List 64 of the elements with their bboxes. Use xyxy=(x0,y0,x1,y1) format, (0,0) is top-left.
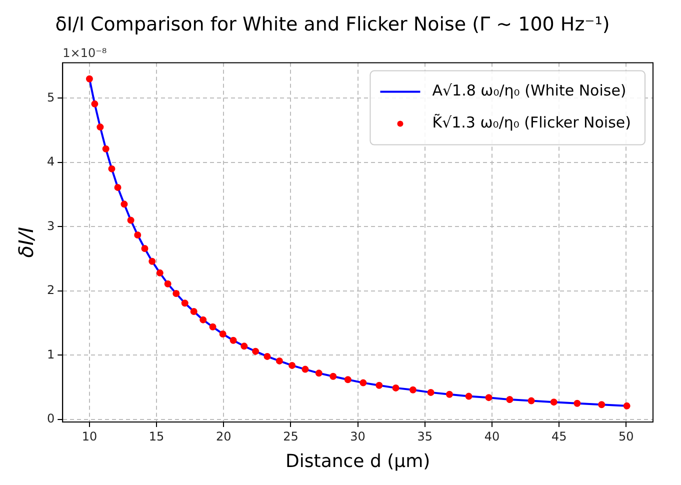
point xyxy=(102,145,110,152)
x-tick-label: 45 xyxy=(551,429,567,444)
point xyxy=(276,357,283,364)
point xyxy=(164,280,172,288)
point xyxy=(141,245,148,252)
x-tick-label: 20 xyxy=(216,429,232,444)
point xyxy=(465,392,472,400)
point xyxy=(200,316,207,324)
x-tick-label: 25 xyxy=(283,429,298,444)
point xyxy=(86,75,93,82)
point xyxy=(209,323,216,330)
point xyxy=(134,232,142,239)
point xyxy=(506,396,514,404)
point xyxy=(409,386,416,394)
text: 1×10⁻⁸ xyxy=(62,46,107,60)
x-tick-label: 15 xyxy=(148,429,164,444)
x-tick-label: 35 xyxy=(417,429,433,444)
point xyxy=(181,300,188,307)
legend-label: A√1.8 ω₀/η₀ (White Noise) xyxy=(432,82,626,100)
point xyxy=(264,352,271,360)
point xyxy=(550,398,558,406)
point xyxy=(91,100,98,108)
point xyxy=(360,379,367,386)
point xyxy=(427,388,434,396)
point xyxy=(96,124,104,131)
point xyxy=(623,402,630,410)
x-tick-label: 40 xyxy=(484,429,500,444)
legend-label: K̃√1.3 ω₀/η₀ (Flicker Noise) xyxy=(432,112,632,132)
point xyxy=(528,397,535,404)
point xyxy=(148,258,156,265)
point xyxy=(190,308,198,315)
y-tick-label: 5 xyxy=(46,90,55,104)
point xyxy=(598,401,606,408)
chart-title: δI/I Comparison for White and Flicker Noise (Γ ∼ 100 Hz⁻¹) xyxy=(55,13,610,36)
point xyxy=(230,336,237,344)
point xyxy=(485,394,492,402)
point xyxy=(302,366,309,373)
point xyxy=(574,400,581,407)
point xyxy=(344,376,352,384)
point xyxy=(315,370,322,377)
x-tick-label: 10 xyxy=(82,429,98,444)
point xyxy=(108,165,116,172)
point xyxy=(392,384,400,392)
point xyxy=(120,200,128,208)
point xyxy=(376,382,383,389)
y-tick-label: 0 xyxy=(46,412,55,426)
point xyxy=(330,372,337,380)
x-axis-title: Distance d (μm) xyxy=(286,450,430,472)
y-tick-label: 4 xyxy=(46,154,55,169)
y-tick-label: 3 xyxy=(46,218,55,233)
point xyxy=(446,390,453,398)
point xyxy=(156,269,164,276)
point xyxy=(127,216,134,224)
x-tick-label: 30 xyxy=(350,429,366,444)
y-tick-label: 2 xyxy=(46,283,55,298)
x-tick-label: 50 xyxy=(618,429,634,444)
point xyxy=(172,290,180,297)
point xyxy=(114,184,122,191)
point xyxy=(288,362,296,369)
point xyxy=(219,330,226,338)
point xyxy=(240,342,248,350)
point xyxy=(252,348,260,355)
y-tick-label: 1 xyxy=(46,347,55,362)
y-axis-title: δI/I xyxy=(14,226,38,258)
